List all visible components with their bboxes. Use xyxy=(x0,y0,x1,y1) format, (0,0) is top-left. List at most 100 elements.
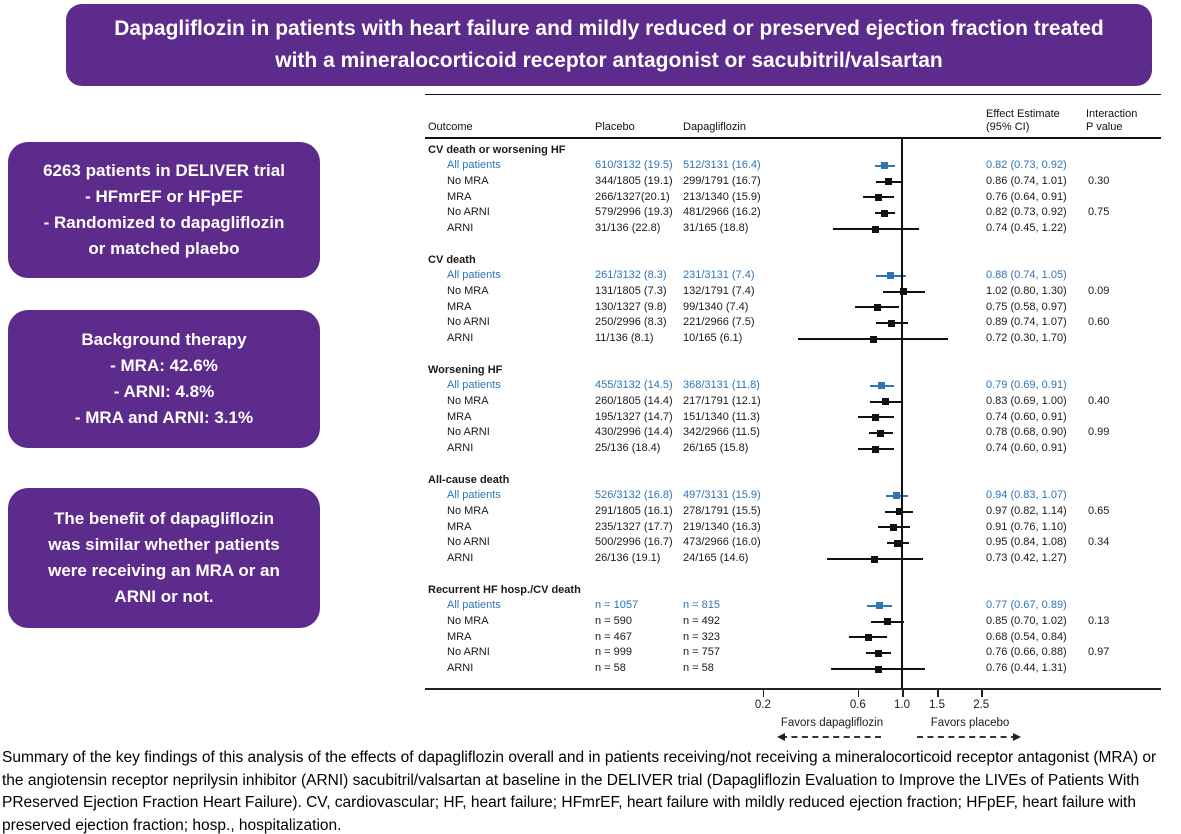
row-label: No MRA xyxy=(447,174,489,187)
point-estimate-marker xyxy=(870,335,878,343)
outcome-section: CV death or worsening HF All patients 610/… xyxy=(425,142,1165,237)
row-label: No MRA xyxy=(447,394,489,407)
placebo-value: 526/3132 (16.8) xyxy=(595,488,673,501)
outcome-section: Recurrent HF hosp./CV death All patients n… xyxy=(425,582,1165,677)
outcome-section-title: Worsening HF xyxy=(428,363,503,376)
dapagliflozin-value: 151/1340 (11.3) xyxy=(683,410,760,423)
dapagliflozin-value: n = 492 xyxy=(683,614,721,627)
point-estimate-marker xyxy=(874,665,882,673)
point-estimate-marker xyxy=(890,523,898,531)
placebo-value: 25/136 (18.4) xyxy=(595,442,661,455)
placebo-value: 610/3132 (19.5) xyxy=(595,159,673,171)
point-estimate-marker xyxy=(881,162,889,170)
favors-dapagliflozin-arrow xyxy=(777,732,881,741)
dapagliflozin-value: 231/3131 (7.4) xyxy=(683,268,755,281)
forest-row: ARNI n = 58 n = 58 0.76 (0.44, 1.31) xyxy=(425,661,1165,677)
interaction-p-value: 0.97 xyxy=(1088,646,1110,659)
forest-row: MRA 130/1327 (9.8) 99/1340 (7.4) 0.75 (0.58… xyxy=(425,300,1165,316)
point-estimate-marker xyxy=(884,618,892,626)
point-estimate-marker xyxy=(872,445,880,453)
forest-row: All patients 455/3132 (14.5) 368/3131 (11.… xyxy=(425,378,1165,394)
placebo-value: n = 467 xyxy=(595,630,633,643)
placebo-value: 455/3132 (14.5) xyxy=(595,378,673,391)
table-header-rule xyxy=(425,137,1161,139)
interaction-p-value: 0.60 xyxy=(1088,316,1110,329)
forest-rows: CV death or worsening HF All patients 610/… xyxy=(425,142,1165,692)
row-label: ARNI xyxy=(447,662,474,675)
row-label: No ARNI xyxy=(447,536,490,549)
axis-tick-label: 0.2 xyxy=(754,699,771,711)
point-estimate-marker xyxy=(882,398,890,406)
placebo-value: 430/2996 (14.4) xyxy=(595,426,673,439)
axis-tick-label: 1.5 xyxy=(929,699,946,711)
placebo-value: 11/136 (8.1) xyxy=(595,332,654,345)
effect-estimate: 0.72 (0.30, 1.70) xyxy=(986,332,1067,345)
caption-text: Summary of the key findings of this anal… xyxy=(2,749,1157,834)
effect-estimate: 0.74 (0.60, 0.91) xyxy=(986,410,1067,423)
effect-estimate: 0.97 (0.82, 1.14) xyxy=(986,504,1067,517)
effect-estimate: 0.83 (0.69, 1.00) xyxy=(986,394,1067,407)
effect-estimate: 0.75 (0.58, 0.97) xyxy=(986,300,1067,313)
effect-estimate: 0.68 (0.54, 0.84) xyxy=(986,630,1067,643)
forest-row: No ARNI 579/2996 (19.3) 481/2966 (16.2) 0.8… xyxy=(425,205,1165,221)
forest-row: No ARNI 250/2996 (8.3) 221/2966 (7.5) 0.89 … xyxy=(425,315,1165,331)
column-header-dapagliflozin: Dapagliflozin xyxy=(683,121,746,133)
placebo-value: n = 1057 xyxy=(595,598,639,611)
arrowhead-left-icon xyxy=(777,732,785,741)
placebo-value: 344/1805 (19.1) xyxy=(595,174,673,187)
placebo-value: 260/1805 (14.4) xyxy=(595,394,673,407)
forest-row: All patients 526/3132 (16.8) 497/3131 (15.… xyxy=(425,488,1165,504)
forest-row: ARNI 31/136 (22.8) 31/165 (18.8) 0.74 (0.45… xyxy=(425,221,1165,237)
row-label: ARNI xyxy=(447,442,474,455)
row-label: No MRA xyxy=(447,504,489,517)
point-estimate-marker xyxy=(871,555,879,563)
point-estimate-marker xyxy=(874,193,882,201)
outcome-section: CV death All patients 261/3132 (8.3) 231/31… xyxy=(425,252,1165,347)
info-box-background-therapy: Background therapy - MRA: 42.6% - ARNI: … xyxy=(8,310,320,448)
dapagliflozin-value: 213/1340 (15.9) xyxy=(683,190,761,203)
row-label: MRA xyxy=(447,520,472,533)
interaction-p-value: 0.13 xyxy=(1088,614,1110,627)
effect-estimate: 0.88 (0.74, 1.05) xyxy=(986,268,1067,281)
effect-estimate: 0.78 (0.68, 0.90) xyxy=(986,426,1067,439)
favors-placebo-arrow xyxy=(917,732,1021,741)
placebo-value: n = 590 xyxy=(595,614,633,627)
favors-placebo-label: Favors placebo xyxy=(930,717,1010,729)
forest-row: ARNI 25/136 (18.4) 26/165 (15.8) 0.74 (0.60… xyxy=(425,441,1165,457)
dapagliflozin-value: 342/2966 (11.5) xyxy=(683,426,760,439)
placebo-value: 250/2996 (8.3) xyxy=(595,316,667,329)
row-label: No MRA xyxy=(447,284,489,297)
dapagliflozin-value: n = 323 xyxy=(683,630,721,643)
dapagliflozin-value: 497/3131 (15.9) xyxy=(683,488,761,501)
info-box-conclusion: The benefit of dapagliflozin was similar… xyxy=(8,488,320,628)
point-estimate-marker xyxy=(881,209,889,217)
point-estimate-marker xyxy=(885,178,893,186)
placebo-value: 130/1327 (9.8) xyxy=(595,300,667,313)
effect-estimate: 1.02 (0.80, 1.30) xyxy=(986,284,1067,297)
row-label: All patients xyxy=(447,488,501,501)
interaction-p-value: 0.34 xyxy=(1088,536,1110,549)
placebo-value: n = 58 xyxy=(595,662,626,675)
x-axis-line xyxy=(425,688,1161,690)
effect-estimate: 0.86 (0.74, 1.01) xyxy=(986,174,1067,187)
placebo-value: n = 999 xyxy=(595,646,633,659)
reference-line xyxy=(901,138,903,688)
forest-row: All patients n = 1057 n = 815 0.77 (0.67, 0… xyxy=(425,598,1165,614)
row-label: ARNI xyxy=(447,332,474,345)
row-label: No MRA xyxy=(447,614,489,627)
placebo-value: 261/3132 (8.3) xyxy=(595,268,667,281)
point-estimate-marker xyxy=(872,413,880,421)
effect-estimate: 0.91 (0.76, 1.10) xyxy=(986,520,1067,533)
placebo-value: 235/1327 (17.7) xyxy=(595,520,673,533)
point-estimate-marker xyxy=(894,539,902,547)
forest-row: No MRA 344/1805 (19.1) 299/1791 (16.7) 0.86… xyxy=(425,174,1165,190)
row-label: All patients xyxy=(447,598,501,611)
column-header-outcome: Outcome xyxy=(428,121,473,133)
dapagliflozin-value: 299/1791 (16.7) xyxy=(683,174,761,187)
forest-row: ARNI 11/136 (8.1) 10/165 (6.1) 0.72 (0.30, … xyxy=(425,331,1165,347)
column-header-effect-estimate: Effect Estimate (95% CI) xyxy=(986,108,1060,133)
point-estimate-marker xyxy=(872,225,880,233)
effect-estimate: 0.82 (0.73, 0.92) xyxy=(986,206,1067,219)
outcome-section: All-cause death All patients 526/3132 (16.… xyxy=(425,472,1165,567)
axis-tick xyxy=(902,690,904,697)
